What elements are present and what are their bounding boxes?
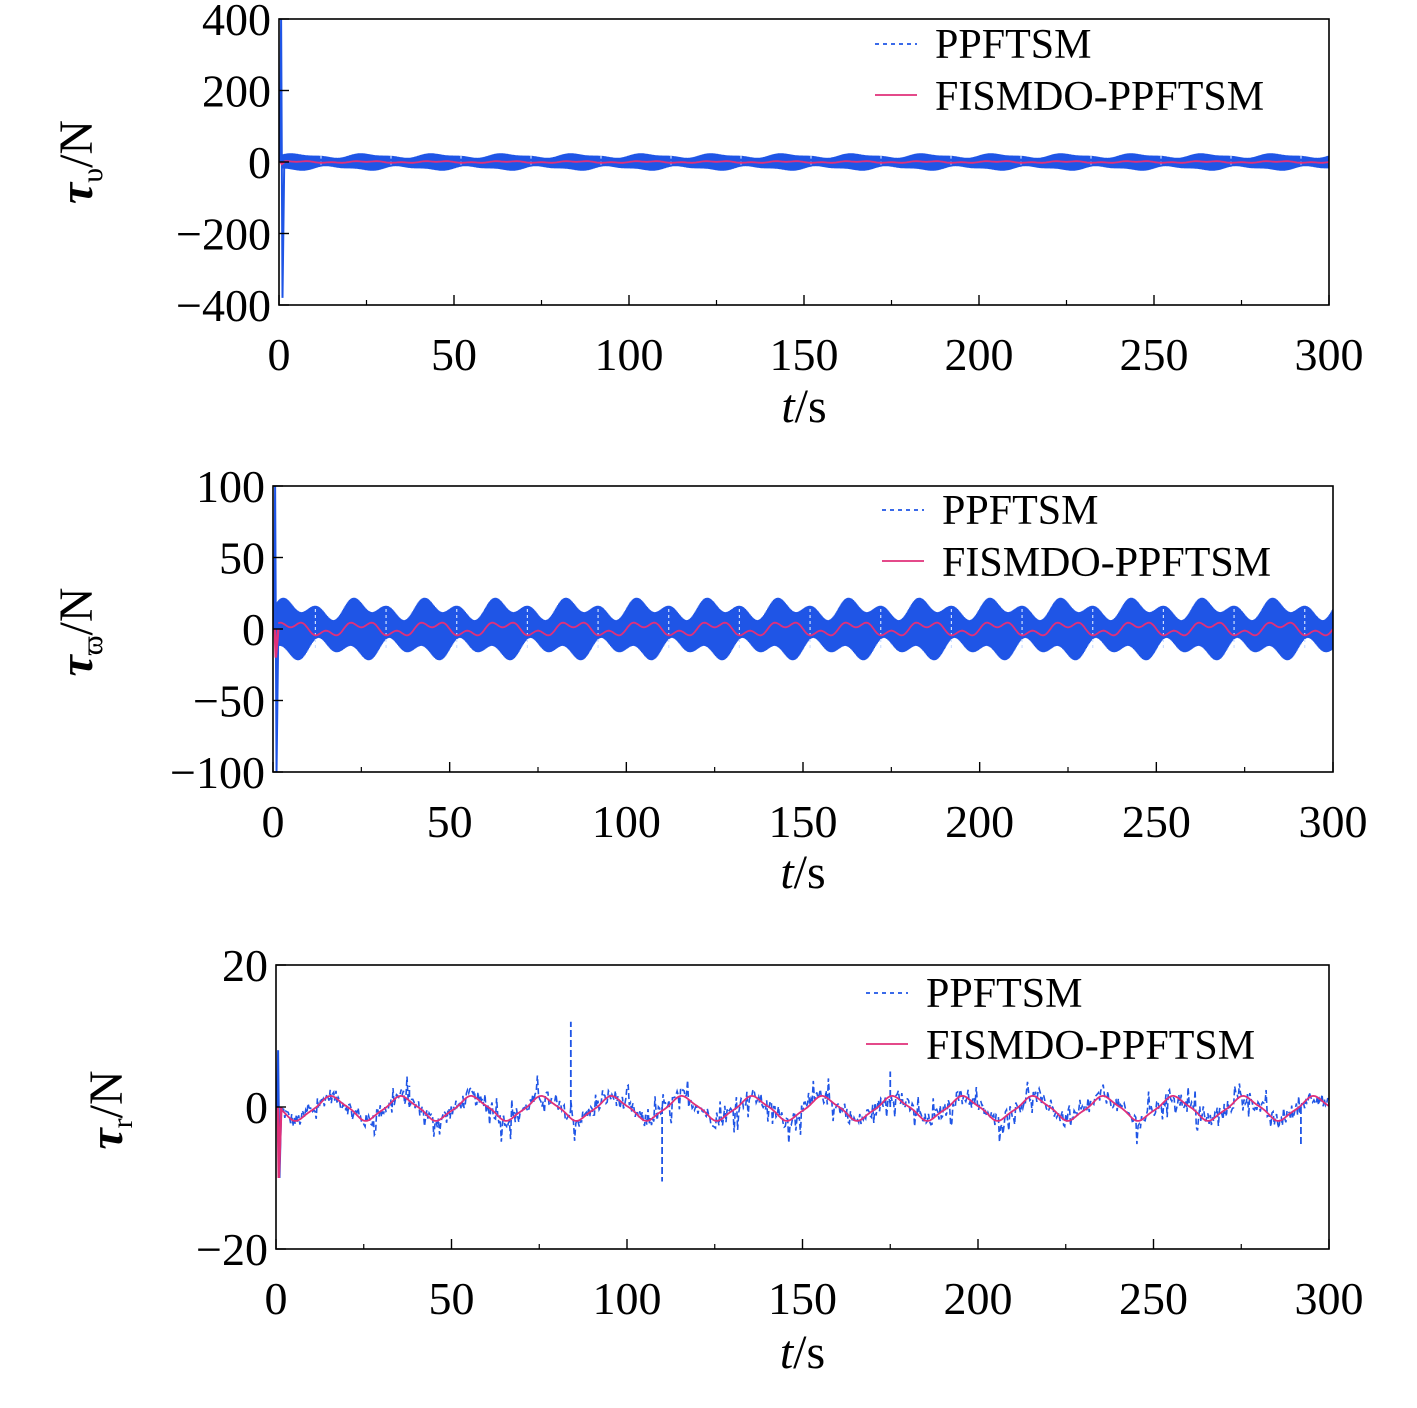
legend: PPFTSM FISMDO-PPFTSM [866,971,1255,1069]
y-tick-label: 0 [248,137,271,188]
x-tick-label: 100 [593,1273,662,1324]
x-tick-label: 300 [1295,1273,1364,1324]
x-tick-label: 200 [944,1273,1013,1324]
x-tick-label: 100 [592,796,661,847]
y-tick-label: −200 [176,209,271,260]
x-tick-label: 50 [429,1273,475,1324]
x-tick-label: 150 [768,1273,837,1324]
series-fismdo-ppftsm-line [277,621,1333,637]
y-axis-label: τr/N [80,1070,139,1149]
legend-label-fismdo-ppftsm: FISMDO-PPFTSM [926,1023,1255,1069]
y-tick-label: 20 [222,940,268,991]
y-tick-label: −100 [170,747,265,798]
x-tick-label: 300 [1295,329,1364,380]
x-tick-label: 0 [262,796,285,847]
x-tick-label: 200 [945,329,1014,380]
x-tick-label: 150 [770,329,839,380]
x-tick-label: 300 [1299,796,1368,847]
legend-label-ppftsm: PPFTSM [942,488,1098,534]
legend-label-ppftsm: PPFTSM [926,971,1082,1017]
y-tick-label: −400 [176,280,271,331]
x-tick-label: 200 [945,796,1014,847]
chart-panel-2: 0 50 100 150 200 250 300 100 50 0 −50 −100 t/s τϖ/N PP… [50,461,1368,899]
x-axis-label: t/s [780,1326,825,1379]
y-tick-label: 50 [219,533,265,584]
y-tick-label: 0 [242,604,265,655]
y-tick-label: −50 [193,676,265,727]
fismdo-initial-transient [273,628,280,658]
x-tick-label: 0 [265,1273,288,1324]
y-axis-label: τϖ/N [50,587,109,676]
y-tick-label: 100 [196,461,265,512]
x-tick-label: 150 [769,796,838,847]
y-tick-label: 400 [202,0,271,45]
legend-label-fismdo-ppftsm: FISMDO-PPFTSM [942,540,1271,586]
chart-panel-3: 0 50 100 150 200 250 300200−20t/sτr/NPPFTSMFIS… [80,940,1364,1379]
plot-area [279,19,1329,298]
x-tick-label: 250 [1122,796,1191,847]
y-axis-label: τυ/N [50,120,109,204]
fismdo-initial-transient [276,1106,283,1179]
legend: PPFTSM FISMDO-PPFTSM [882,488,1271,586]
series-fismdo-ppftsm-line [284,160,1329,164]
legend-label-ppftsm: PPFTSM [935,22,1091,68]
series-ppftsm-line [280,1075,1329,1145]
x-tick-label: 50 [431,329,477,380]
plot-area [276,1021,1329,1182]
series-fismdo-ppftsm-line [280,1094,1329,1122]
y-tick-label: 0 [245,1082,268,1133]
x-tick-label: 250 [1120,329,1189,380]
x-axis-label: t/s [780,846,825,899]
y-tick-label: 200 [202,66,271,117]
x-tick-label: 50 [427,796,473,847]
plot-area [273,486,1333,772]
legend: PPFTSM FISMDO-PPFTSM [875,22,1264,120]
legend-label-fismdo-ppftsm: FISMDO-PPFTSM [935,74,1264,120]
chart-panel-1: 0 50 100 150 200 250 300 400 200 0 −200 −400 t/s τυ/N… [50,0,1364,433]
series-ppftsm-fill [276,599,1333,659]
x-axis-label: t/s [781,380,826,433]
x-tick-label: 250 [1119,1273,1188,1324]
x-tick-label: 0 [268,329,291,380]
y-tick-label: −20 [196,1224,268,1275]
x-tick-label: 100 [595,329,664,380]
